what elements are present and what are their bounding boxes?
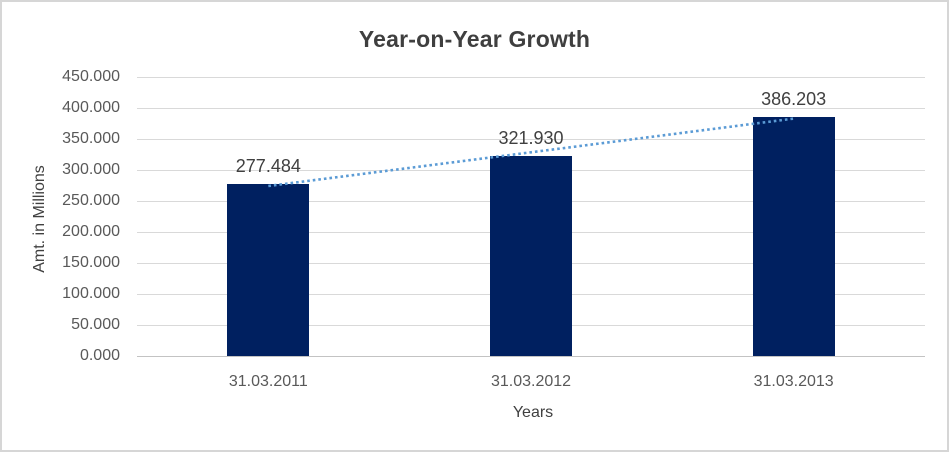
bar [490,156,572,356]
y-tick-label: 200.000 [62,223,120,240]
chart-title: Year-on-Year Growth [358,26,591,52]
x-tick-label: 31.03.2012 [490,373,572,390]
y-tick-label: 0.000 [79,347,120,364]
y-tick-label: 250.000 [62,192,120,209]
trendline [268,117,794,188]
bar [227,183,310,356]
y-tick-label: 150.000 [62,254,120,271]
gridline [137,108,925,109]
y-tick-label: 50.000 [71,316,120,333]
gridline [137,77,925,78]
gridline [137,139,925,140]
bar-data-label: 386.203 [761,88,827,109]
x-axis-title: Years [512,404,554,421]
bar-data-label: 277.484 [235,155,301,176]
y-tick-label: 300.000 [62,161,120,178]
y-tick-label: 450.000 [62,68,120,85]
bar-data-label: 321.930 [498,128,564,149]
x-axis-line [137,356,925,357]
x-tick-label: 31.03.2013 [753,373,834,390]
bar [752,116,835,356]
x-tick-label: 31.03.2011 [228,373,308,390]
y-tick-label: 350.000 [62,130,120,147]
y-tick-label: 400.000 [62,99,120,116]
y-tick-label: 100.000 [62,285,120,302]
